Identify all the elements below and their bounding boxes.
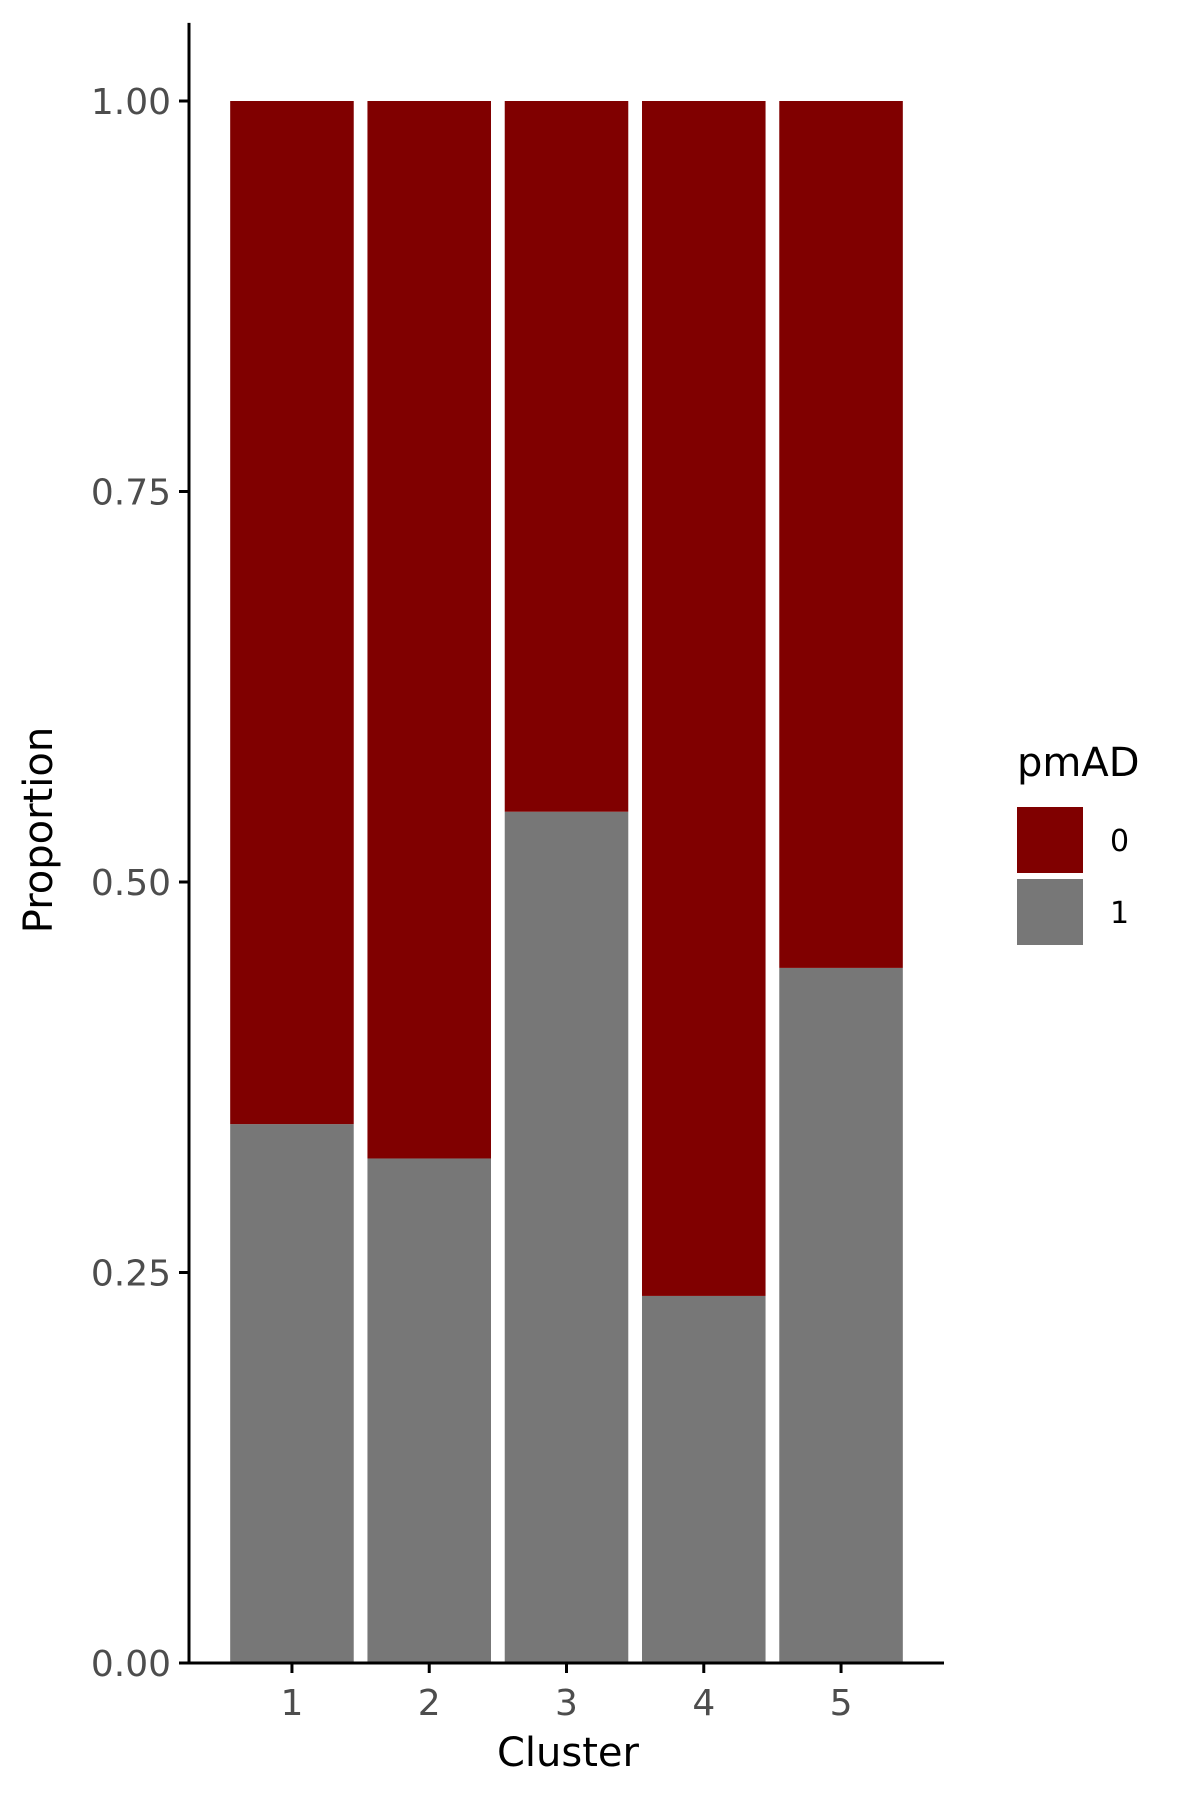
y-axis-title: Proportion — [16, 727, 62, 933]
bar-cluster-5-pmad-1 — [779, 967, 903, 1663]
bar-cluster-3-pmad-1 — [504, 811, 629, 1663]
y-tick-label: 0.25 — [91, 1254, 171, 1295]
y-tick-label: 0.50 — [91, 863, 171, 904]
bar-cluster-3-pmad-0 — [504, 101, 629, 812]
x-axis-title: Cluster — [497, 1730, 640, 1776]
y-tick-label: 1.00 — [91, 82, 171, 123]
bar-cluster-5-pmad-0 — [779, 101, 903, 968]
legend-title: pmAD — [1017, 740, 1140, 786]
y-axis: 0.00 0.25 0.50 0.75 1.00 — [91, 22, 191, 1685]
x-tick-label: 3 — [555, 1683, 578, 1724]
x-tick-label: 4 — [692, 1683, 715, 1724]
legend-key-0 — [1017, 807, 1083, 873]
bar-cluster-4-pmad-1 — [642, 1295, 766, 1663]
y-tick-label: 0.00 — [91, 1644, 171, 1685]
bar-cluster-4-pmad-0 — [642, 101, 766, 1296]
x-tick-label: 5 — [830, 1683, 853, 1724]
x-tick-label: 2 — [418, 1683, 441, 1724]
bar-cluster-2-pmad-0 — [367, 101, 491, 1159]
legend: pmAD 0 1 — [1017, 740, 1140, 945]
x-tick-label: 1 — [281, 1683, 304, 1724]
bars-group — [230, 101, 903, 1663]
bar-cluster-1-pmad-0 — [230, 101, 354, 1125]
bar-cluster-2-pmad-1 — [367, 1158, 491, 1663]
y-tick-label: 0.75 — [91, 473, 171, 514]
bar-cluster-1-pmad-1 — [230, 1124, 354, 1663]
legend-key-1 — [1017, 879, 1083, 945]
legend-label-0: 0 — [1110, 824, 1129, 859]
x-axis: 1 2 3 4 5 — [187, 1661, 944, 1724]
legend-label-1: 1 — [1110, 896, 1129, 931]
